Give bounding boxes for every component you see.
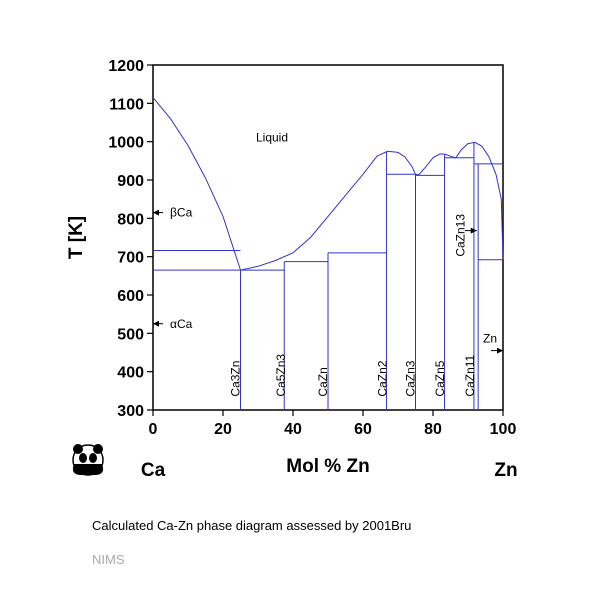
credit-text: NIMS [92, 552, 125, 567]
arrow-label: βCa [170, 206, 193, 220]
phase-label: CaZn5 [433, 360, 447, 396]
arrow-label: Zn [483, 332, 497, 346]
y-tick-label: 300 [117, 403, 144, 420]
x-tick-label: 60 [354, 421, 372, 438]
x-tick-label: 20 [214, 421, 232, 438]
y-tick-label: 1200 [108, 58, 144, 75]
arrow-head [153, 209, 159, 216]
y-tick-label: 900 [117, 173, 144, 190]
y-axis-title: T [K] [66, 216, 87, 259]
phase-label: CaZn11 [463, 354, 477, 396]
panda-icon [72, 444, 104, 476]
y-tick-label: 400 [117, 365, 144, 382]
x-tick-label: 100 [490, 421, 517, 438]
x-tick-label: 40 [284, 421, 302, 438]
y-tick-label: 500 [117, 326, 144, 343]
y-tick-label: 700 [117, 250, 144, 267]
phase-label: CaZn2 [375, 360, 389, 396]
y-tick-label: 1000 [108, 135, 144, 152]
x-left-element-label: Ca [141, 460, 166, 481]
x-right-element-label: Zn [494, 460, 517, 481]
y-tick-label: 600 [117, 288, 144, 305]
phase-label: Ca5Zn3 [274, 354, 288, 397]
phase-label: CaZn13 [453, 214, 467, 257]
phase-label: Ca3Zn [228, 361, 242, 397]
phase-label: Liquid [256, 131, 288, 145]
arrow-label: αCa [170, 317, 193, 331]
phase-label: CaZn [316, 367, 330, 396]
y-tick-label: 800 [117, 211, 144, 228]
x-tick-label: 80 [424, 421, 442, 438]
x-tick-label: 0 [149, 421, 158, 438]
y-tick-label: 1100 [109, 96, 144, 113]
figure-caption: Calculated Ca-Zn phase diagram assessed … [92, 518, 412, 533]
x-axis-title: Mol % Zn [286, 456, 369, 477]
arrow-head [470, 227, 477, 234]
phase-label: CaZn3 [403, 360, 417, 396]
arrow-head [497, 347, 503, 354]
liquidus-line [152, 97, 504, 271]
arrow-head [153, 320, 159, 327]
